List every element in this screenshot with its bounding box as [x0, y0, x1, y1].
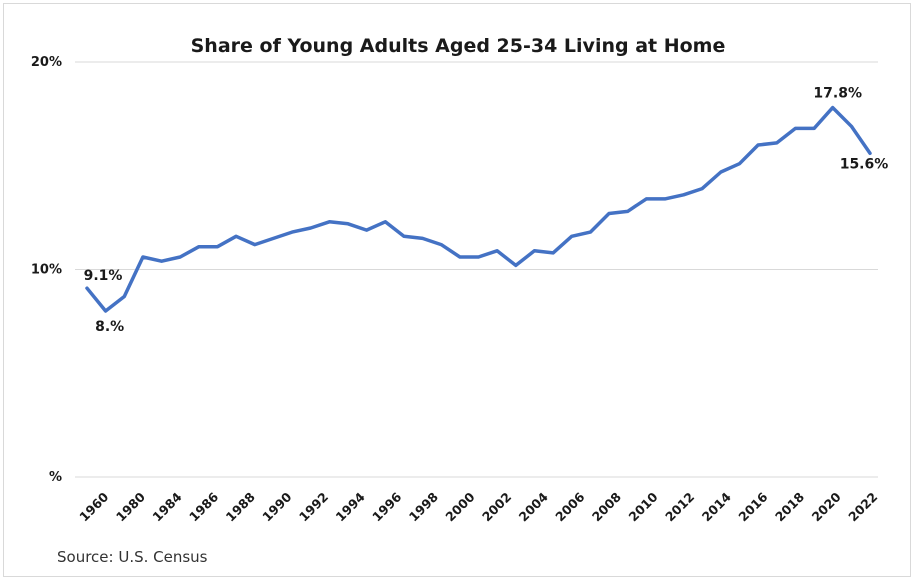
x-tick-label: 2016 — [735, 489, 770, 524]
data-label: 8.% — [95, 319, 124, 335]
x-tick-label: 2002 — [479, 489, 514, 524]
chart-title: Share of Young Adults Aged 25-34 Living … — [191, 35, 726, 57]
source-note: Source: U.S. Census — [57, 548, 208, 566]
data-label: 17.8% — [813, 86, 862, 102]
y-tick-label: % — [49, 470, 62, 485]
x-tick-label: 1980 — [113, 489, 148, 524]
data-labels: 9.1% 8.% 17.8% 15.6% — [84, 86, 889, 335]
data-label: 9.1% — [84, 268, 123, 284]
x-tick-label: 2022 — [845, 489, 880, 524]
chart-frame — [3, 3, 911, 577]
x-tick-label: 2006 — [552, 489, 587, 524]
y-tick-label: 20% — [31, 55, 62, 70]
x-tick-label: 1988 — [223, 489, 258, 524]
x-tick-label: 2020 — [809, 489, 844, 524]
x-tick-label: 2010 — [625, 489, 660, 524]
gridlines — [75, 61, 878, 478]
series-line — [85, 105, 872, 313]
x-tick-label: 1960 — [76, 489, 111, 524]
x-tick-label: 2008 — [589, 489, 624, 524]
x-tick-label: 2014 — [699, 489, 734, 524]
x-tick-label: 2018 — [772, 489, 807, 524]
x-tick-label: 2012 — [662, 489, 697, 524]
x-tick-label: 1994 — [333, 489, 368, 524]
x-tick-label: 1992 — [296, 489, 331, 524]
x-tick-label: 1986 — [186, 489, 221, 524]
x-tick-label: 2000 — [442, 489, 477, 524]
x-tick-label: 1996 — [369, 489, 404, 524]
series-line-layer — [85, 105, 872, 313]
data-label: 15.6% — [840, 156, 889, 172]
y-tick-label: 10% — [31, 263, 62, 278]
x-axis-ticks: 1960 1980 1984 1986 1988 1990 1992 1994 1996 1998… — [76, 489, 880, 524]
x-tick-label: 2004 — [516, 489, 551, 524]
x-tick-label: 1998 — [406, 489, 441, 524]
y-axis-ticks: % 10% 20% — [31, 55, 62, 485]
x-tick-label: 1984 — [149, 489, 184, 524]
x-tick-label: 1990 — [259, 489, 294, 524]
